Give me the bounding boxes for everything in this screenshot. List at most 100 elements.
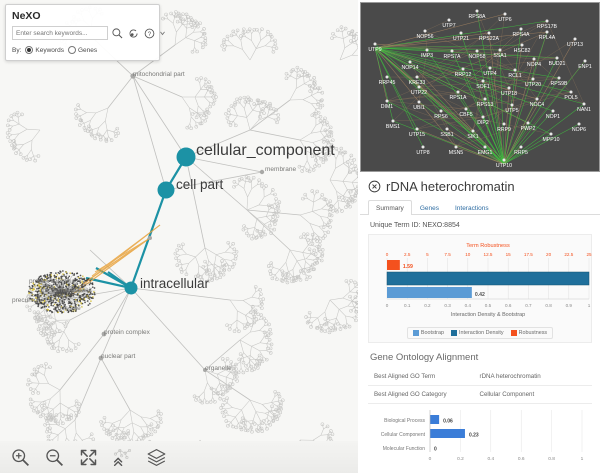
gene-node[interactable]: [483, 97, 487, 101]
gene-node[interactable]: [450, 49, 454, 53]
gene-label[interactable]: RPS1A: [449, 95, 467, 101]
gene-node[interactable]: [551, 109, 555, 113]
tree-nodes[interactable]: [98, 73, 265, 372]
gene-node[interactable]: [425, 48, 429, 52]
gene-node[interactable]: [577, 122, 581, 126]
gene-node[interactable]: [507, 86, 511, 90]
gene-label[interactable]: DIP2: [477, 120, 489, 126]
gene-label[interactable]: UTP15: [409, 132, 425, 138]
gene-label[interactable]: NOP6: [572, 127, 586, 133]
gene-node[interactable]: [526, 121, 530, 125]
gene-label[interactable]: UTP9: [368, 47, 381, 53]
gene-node[interactable]: [531, 77, 535, 81]
gene-node[interactable]: [415, 75, 419, 79]
gene-node[interactable]: [483, 145, 487, 149]
gene-label[interactable]: RPL4A: [539, 35, 556, 41]
interaction-network-view[interactable]: UTP9 UTP10 RPS8A UTP6 UTP7 RPS17B NOP56 UTP21 RP…: [360, 2, 600, 172]
tab-interactions[interactable]: Interactions: [454, 205, 489, 212]
gene-label[interactable]: UTP6: [498, 17, 511, 23]
gene-label[interactable]: NOP58: [468, 54, 485, 60]
search-input[interactable]: [12, 26, 108, 40]
gene-node[interactable]: [439, 109, 443, 113]
gene-label[interactable]: RRP5: [514, 150, 528, 156]
tree-label[interactable]: precursor: [12, 297, 40, 304]
radio-keywords[interactable]: Keywords: [25, 46, 64, 54]
gene-label[interactable]: BMS1: [386, 124, 400, 130]
gene-label[interactable]: PWP2: [521, 126, 536, 132]
tab-genes[interactable]: Genes: [419, 205, 439, 212]
gene-node[interactable]: [520, 43, 524, 47]
interaction-network-canvas[interactable]: UTP9 UTP10 RPS8A UTP6 UTP7 RPS17B NOP56 UTP21 RP…: [361, 3, 599, 171]
gene-node[interactable]: [423, 29, 427, 33]
gene-node[interactable]: [519, 27, 523, 31]
gene-node[interactable]: [498, 48, 502, 52]
tree-toolbar[interactable]: [0, 441, 358, 473]
gene-node[interactable]: [513, 68, 517, 72]
tree-label[interactable]: ribosome: [54, 305, 81, 312]
gene-label[interactable]: UTP7: [442, 23, 455, 29]
gene-node[interactable]: [573, 37, 577, 41]
zoom-out-icon[interactable]: [44, 447, 65, 468]
tree-label[interactable]: cellular_component: [196, 142, 335, 159]
help-icon[interactable]: ?: [143, 27, 156, 40]
gene-label[interactable]: UTP5: [505, 108, 518, 114]
gene-node[interactable]: [475, 9, 479, 13]
gene-node[interactable]: [549, 132, 553, 136]
gene-node[interactable]: [447, 18, 451, 22]
gene-node[interactable]: [408, 60, 412, 64]
gene-node[interactable]: [545, 30, 549, 34]
gene-node[interactable]: [415, 127, 419, 131]
gene-node[interactable]: [461, 67, 465, 71]
highlighted-nodes[interactable]: [124, 147, 196, 295]
gene-label[interactable]: RRP45: [379, 80, 396, 86]
search-panel[interactable]: NeXO ? By:: [5, 4, 165, 61]
gene-label[interactable]: IMP3: [421, 53, 433, 59]
chevron-down-icon[interactable]: [159, 27, 166, 40]
gene-label[interactable]: UTP21: [453, 36, 469, 42]
tree-label[interactable]: protein complex: [104, 329, 151, 336]
radio-keywords-dot[interactable]: [25, 46, 34, 54]
gene-label[interactable]: RPS13: [477, 102, 494, 108]
gene-label[interactable]: UTP22: [411, 90, 427, 96]
gene-node[interactable]: [519, 145, 523, 149]
gene-label[interactable]: UTP4: [483, 71, 496, 77]
gene-label[interactable]: RPS7A: [443, 54, 461, 60]
gene-node[interactable]: [532, 57, 536, 61]
tree-label[interactable]: protein complex: [29, 278, 76, 285]
gene-label[interactable]: RPS17B: [537, 24, 557, 30]
gene-node[interactable]: [503, 12, 507, 16]
gene-node[interactable]: [583, 59, 587, 63]
gene-node[interactable]: [456, 90, 460, 94]
gene-node[interactable]: [471, 129, 475, 133]
fit-screen-icon[interactable]: [78, 447, 99, 468]
radio-genes[interactable]: Genes: [67, 46, 97, 54]
gene-label[interactable]: NOP1: [546, 114, 560, 120]
gene-label[interactable]: SSB1: [440, 132, 453, 138]
close-circle-icon[interactable]: [368, 180, 381, 193]
tree-label[interactable]: cell part: [176, 177, 224, 192]
gene-node[interactable]: [481, 79, 485, 83]
gene-label[interactable]: UTP8: [416, 150, 429, 156]
gene-node[interactable]: [421, 145, 425, 149]
gene-label[interactable]: EMG1: [478, 150, 493, 156]
tree-label[interactable]: intracellular: [140, 276, 210, 291]
detail-tabs[interactable]: Summary Genes Interactions: [360, 200, 600, 215]
gene-node[interactable]: [445, 127, 449, 131]
gene-label[interactable]: RPS4A: [512, 32, 530, 38]
tree-label[interactable]: organelle: [205, 365, 232, 372]
gene-label[interactable]: UTP20: [525, 82, 541, 88]
gene-label[interactable]: UTP13: [567, 42, 583, 48]
gene-node[interactable]: [385, 75, 389, 79]
gene-node[interactable]: [557, 76, 561, 80]
gene-label[interactable]: NOP4: [527, 62, 541, 68]
gene-label[interactable]: SIK1: [467, 134, 478, 140]
refresh-icon[interactable]: [127, 27, 140, 40]
gene-label[interactable]: KRE33: [409, 80, 426, 86]
gene-label[interactable]: DIM1: [381, 104, 394, 110]
search-icon[interactable]: [111, 27, 124, 40]
gene-node[interactable]: [475, 49, 479, 53]
collapse-icon[interactable]: [112, 447, 133, 468]
gene-label[interactable]: POL5: [564, 95, 577, 101]
search-by-row[interactable]: By: Keywords Genes: [12, 46, 153, 54]
